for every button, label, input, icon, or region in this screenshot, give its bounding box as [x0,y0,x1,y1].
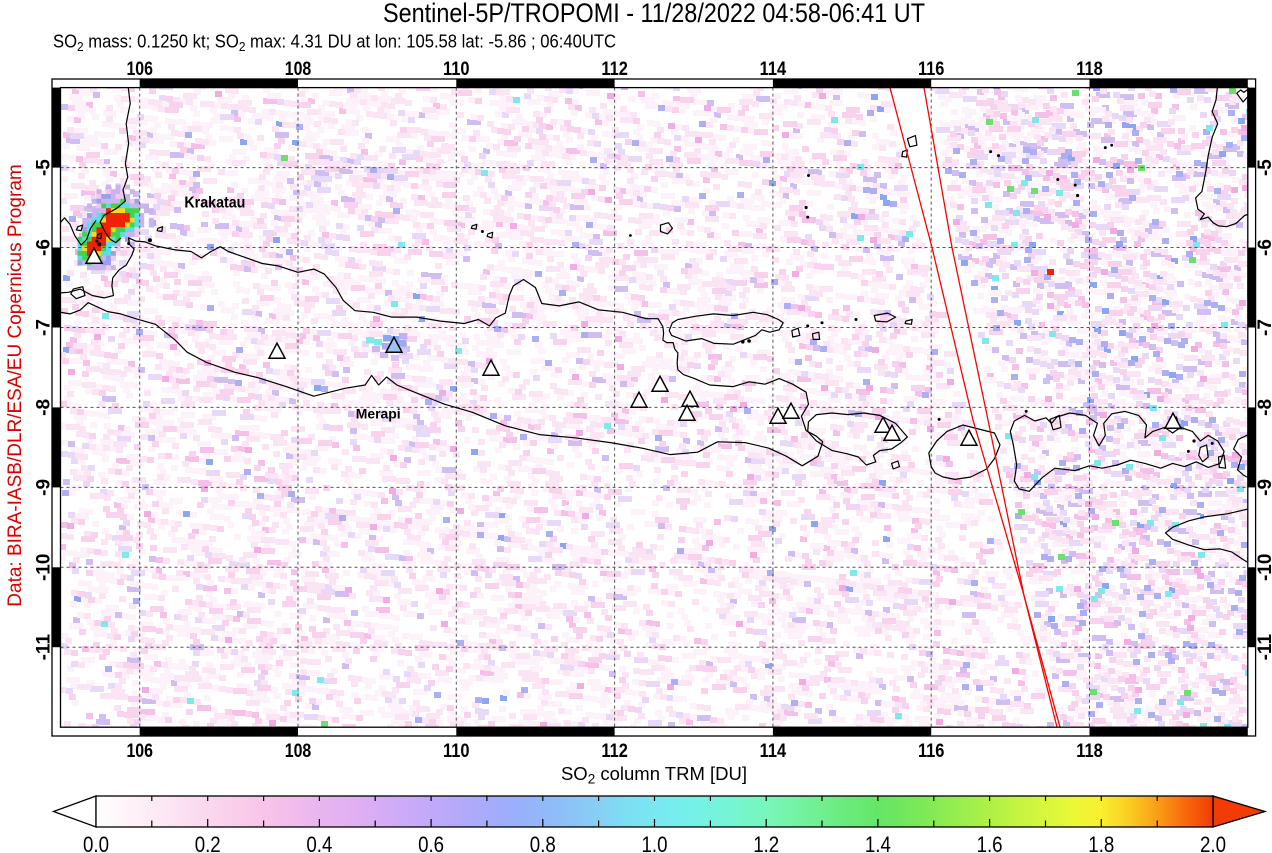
svg-text:118: 118 [1076,741,1103,762]
svg-text:106: 106 [126,59,153,80]
svg-text:-5: -5 [34,159,55,176]
svg-text:-10: -10 [34,554,55,581]
svg-text:1.2: 1.2 [753,832,779,853]
svg-text:Krakatau: Krakatau [184,195,245,212]
svg-text:116: 116 [918,59,945,80]
svg-text:108: 108 [285,741,312,762]
svg-text:0.6: 0.6 [418,832,444,853]
svg-text:-9: -9 [1255,479,1272,496]
svg-text:116: 116 [918,741,945,762]
svg-text:Merapi: Merapi [356,406,401,422]
svg-text:112: 112 [601,59,628,80]
svg-text:114: 114 [760,59,787,80]
svg-text:-11: -11 [34,634,55,661]
svg-text:110: 110 [443,741,470,762]
svg-text:0.8: 0.8 [530,832,556,853]
svg-text:-6: -6 [1255,239,1272,256]
svg-text:1.0: 1.0 [642,832,668,853]
svg-text:118: 118 [1076,59,1103,80]
svg-text:-6: -6 [34,239,55,256]
svg-text:112: 112 [601,741,628,762]
svg-text:-7: -7 [34,319,55,336]
svg-text:1.6: 1.6 [977,832,1003,853]
svg-text:Data: BIRA-IASB/DLR/ESA/EU Cop: Data: BIRA-IASB/DLR/ESA/EU Copernicus Pr… [5,164,26,606]
svg-text:-10: -10 [1255,554,1272,581]
svg-text:0.4: 0.4 [306,832,332,853]
svg-text:SO2 column TRM [DU]: SO2 column TRM [DU] [561,763,747,787]
svg-text:SO2 mass: 0.1250 kt; SO2 max:: SO2 mass: 0.1250 kt; SO2 max: 4.31 DU at… [53,31,616,55]
svg-text:1.4: 1.4 [865,832,891,853]
svg-text:-8: -8 [34,399,55,416]
svg-text:-8: -8 [1255,399,1272,416]
svg-text:0.2: 0.2 [195,832,221,853]
svg-text:2.0: 2.0 [1200,832,1226,853]
svg-text:106: 106 [126,741,153,762]
svg-text:Sentinel-5P/TROPOMI - 11/28/20: Sentinel-5P/TROPOMI - 11/28/2022 04:58-0… [383,0,925,28]
svg-text:-5: -5 [1255,159,1272,176]
svg-text:114: 114 [760,741,787,762]
svg-text:-9: -9 [34,479,55,496]
svg-text:1.8: 1.8 [1088,832,1114,853]
svg-text:-7: -7 [1255,319,1272,336]
svg-text:110: 110 [443,59,470,80]
svg-text:108: 108 [285,59,312,80]
svg-text:0.0: 0.0 [83,832,109,853]
svg-text:-11: -11 [1255,634,1272,661]
